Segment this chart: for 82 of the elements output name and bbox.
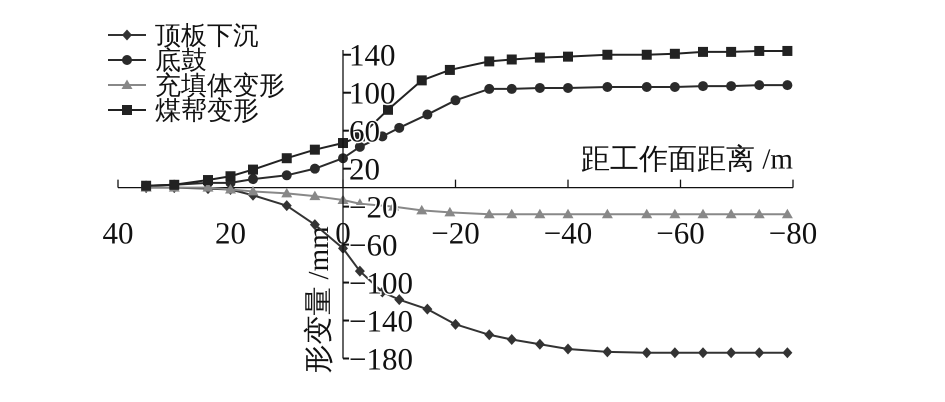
point [394,122,404,133]
point [726,347,736,358]
point [534,338,545,350]
y-tick-label: −20 [349,190,398,225]
point [602,208,613,218]
point [563,82,573,93]
point [698,81,708,92]
point [309,190,320,200]
y-tick-label: 20 [349,152,380,187]
point [726,46,736,57]
point [642,82,652,92]
point [670,48,680,59]
x-tick-label: 40 [102,216,134,251]
y-tick-label: 140 [349,38,396,73]
point [641,208,652,218]
point [602,82,612,92]
point [534,82,545,93]
point [534,52,545,63]
point [506,208,518,218]
point [506,54,517,64]
point [534,208,546,218]
x-label: 距工作面距离 /m [581,144,793,176]
point [506,334,517,346]
point [310,164,320,174]
point [282,153,292,164]
point [562,208,574,218]
point [754,80,764,90]
point [248,174,258,184]
y-tick-label: −140 [349,304,413,339]
point [484,329,494,340]
point [602,346,612,358]
point [563,344,573,355]
point [248,164,258,175]
point [444,64,455,75]
point [484,208,495,218]
point [698,208,708,218]
point [450,318,460,330]
y-tick-label: −180 [349,342,413,376]
point [563,52,573,62]
x-tick-label: −80 [768,216,818,251]
x-tick-label: −60 [656,216,705,251]
x-tick-label: −40 [544,216,592,251]
point [282,170,292,180]
point [282,200,292,212]
point [782,347,792,358]
point [782,46,792,56]
point [281,188,292,198]
point [754,208,765,218]
point [422,304,432,315]
point [422,110,432,120]
point [602,50,612,60]
y-tick-label: 100 [349,76,396,111]
point [698,347,708,358]
point [484,56,494,66]
x-tick-label: 20 [215,216,246,251]
point [642,50,652,60]
point [416,75,427,86]
point [782,208,793,218]
point [203,175,213,186]
point [248,186,258,196]
point [484,84,494,94]
point [444,206,456,216]
point [450,95,460,106]
point [726,208,737,218]
point [310,144,320,155]
point [338,138,348,148]
y-label: 形变量 /mm [303,226,335,374]
point [726,81,736,92]
point [754,347,764,358]
legend-label: 煤帮变形 [155,96,259,125]
point [754,46,764,56]
point [226,171,236,182]
point [698,46,708,57]
point [782,80,792,90]
point [383,104,393,115]
point [670,82,680,92]
point [416,204,428,214]
point [670,347,680,358]
point [669,208,680,218]
point [642,347,652,358]
point [506,84,517,94]
x-tick-label: −20 [431,216,480,251]
